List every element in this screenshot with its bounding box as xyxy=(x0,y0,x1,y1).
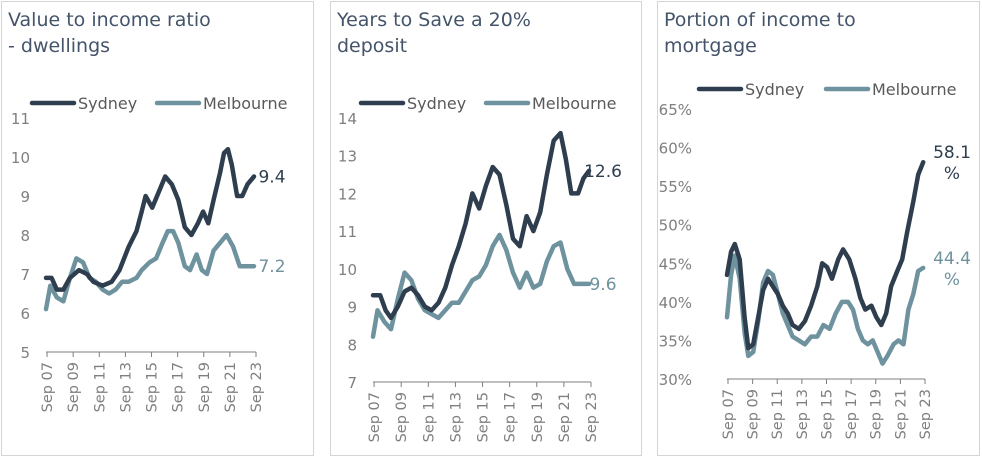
end-label-melbourne: 44.4% xyxy=(933,249,971,290)
y-tick-label: 60% xyxy=(659,140,692,158)
end-label-melbourne: 9.6 xyxy=(589,275,616,295)
end-label-sydney: 9.4 xyxy=(258,168,285,188)
series-line-sydney xyxy=(724,159,926,351)
chart-title: Years to Save a 20% deposit xyxy=(337,9,531,57)
chart-title: Value to income ratio - dwellings xyxy=(8,9,211,57)
x-tick-label: Sep 21 xyxy=(557,392,573,442)
y-tick-label: 14 xyxy=(338,110,357,128)
x-tick-label: Sep 07 xyxy=(40,362,56,412)
y-tick-label: 45% xyxy=(659,255,692,273)
y-tick-label: 11 xyxy=(11,110,30,128)
y-tick-label: 7 xyxy=(347,374,357,392)
x-tick-label: Sep 19 xyxy=(197,362,213,412)
legend-label-sydney: Sydney xyxy=(745,80,804,99)
panel-portion-of-income: Portion of income to mortgage Sydney Melb… xyxy=(657,1,980,456)
x-tick-label: Sep 13 xyxy=(448,392,464,442)
x-tick-label: Sep 09 xyxy=(394,392,410,442)
legend-label-sydney: Sydney xyxy=(78,94,137,113)
x-tick-label: Sep 19 xyxy=(530,392,546,442)
end-label-sydney: 58.1% xyxy=(933,143,971,184)
y-tick-label: 30% xyxy=(659,371,692,389)
series-line-melbourne xyxy=(43,228,257,312)
x-tick-label: Sep 15 xyxy=(145,362,161,412)
x-tick-label: Sep 09 xyxy=(746,389,762,439)
panel-value-to-income: Value to income ratio - dwellings Sydney… xyxy=(1,1,314,456)
x-tick-label: Sep 15 xyxy=(819,389,835,439)
x-tick-label: Sep 09 xyxy=(66,362,82,412)
y-tick-label: 11 xyxy=(338,223,357,241)
chart-title: Portion of income to mortgage xyxy=(664,9,856,57)
series-line-melbourne xyxy=(370,232,592,339)
series-line-melbourne xyxy=(724,253,926,366)
x-tick-label: Sep 21 xyxy=(893,389,909,439)
y-tick-label: 12 xyxy=(338,185,357,203)
x-tick-label: Sep 11 xyxy=(92,362,108,412)
y-tick-label: 9 xyxy=(20,188,30,206)
end-label-sydney: 12.6 xyxy=(584,162,622,182)
legend-label-sydney: Sydney xyxy=(407,94,466,113)
y-tick-label: 65% xyxy=(659,101,692,119)
y-tick-label: 35% xyxy=(659,332,692,350)
y-tick-label: 7 xyxy=(20,266,30,284)
chart-value-to-income: Sydney Melbourne 5 6 7 8 9 10 11 Sep 07 Sep 09 Sep … xyxy=(11,94,288,412)
y-tick-label: 9 xyxy=(347,299,357,317)
end-label-melbourne: 7.2 xyxy=(258,257,285,277)
x-tick-label: Sep 17 xyxy=(844,389,860,439)
x-tick-label: Sep 17 xyxy=(171,362,187,412)
y-tick-label: 50% xyxy=(659,217,692,235)
y-tick-label: 5 xyxy=(20,344,30,362)
x-tick-label: Sep 13 xyxy=(118,362,134,412)
x-tick-label: Sep 19 xyxy=(869,389,885,439)
y-tick-label: 10 xyxy=(338,261,357,279)
x-tick-label: Sep 11 xyxy=(421,392,437,442)
x-tick-label: Sep 23 xyxy=(249,362,265,412)
legend-label-melbourne: Melbourne xyxy=(532,94,616,113)
y-tick-label: 40% xyxy=(659,294,692,312)
legend-label-melbourne: Melbourne xyxy=(872,80,956,99)
x-tick-label: Sep 23 xyxy=(918,389,934,439)
y-tick-label: 10 xyxy=(11,149,30,167)
x-tick-label: Sep 07 xyxy=(721,389,737,439)
x-tick-label: Sep 11 xyxy=(770,389,786,439)
x-tick-label: Sep 13 xyxy=(795,389,811,439)
x-tick-label: Sep 07 xyxy=(367,392,383,442)
chart-years-to-save: Sydney Melbourne 7 8 9 10 11 12 13 14 Sep 07 Sep 09… xyxy=(338,94,622,442)
series-line-sydney xyxy=(370,130,592,321)
legend-label-melbourne: Melbourne xyxy=(203,94,287,113)
x-tick-label: Sep 17 xyxy=(503,392,519,442)
x-tick-label: Sep 15 xyxy=(476,392,492,442)
x-tick-label: Sep 21 xyxy=(223,362,239,412)
y-tick-label: 55% xyxy=(659,178,692,196)
y-tick-label: 8 xyxy=(347,336,357,354)
panel-years-to-save: Years to Save a 20% deposit Sydney Melbou… xyxy=(330,1,642,456)
y-tick-label: 8 xyxy=(20,227,30,245)
y-tick-label: 13 xyxy=(338,148,357,166)
x-tick-label: Sep 23 xyxy=(584,392,600,442)
chart-portion-of-income: Sydney Melbourne 30% 35% 40% 45% 50% 55% 60% 65% S… xyxy=(659,80,971,439)
y-tick-label: 6 xyxy=(20,305,30,323)
series-line-sydney xyxy=(43,146,257,292)
